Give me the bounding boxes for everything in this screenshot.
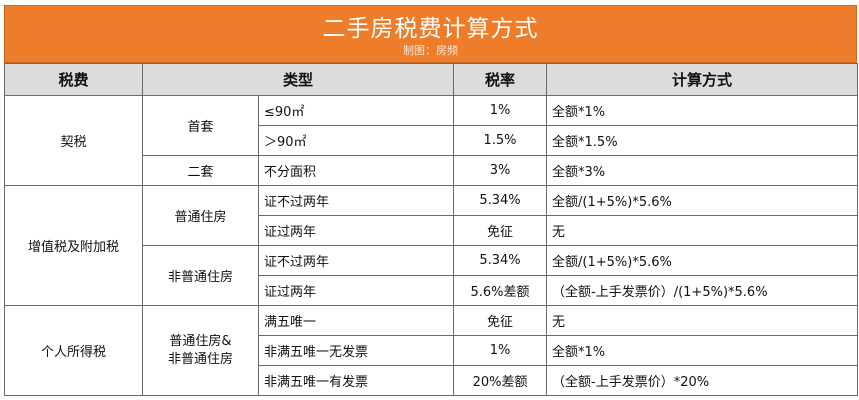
type-cell: 非普通住房 bbox=[142, 245, 259, 306]
header-tax: 税费 bbox=[4, 63, 143, 96]
type-line-1: 普通住房& bbox=[169, 333, 232, 349]
rate-cell: 20%差额 bbox=[453, 365, 548, 396]
rate-cell: 1% bbox=[453, 335, 548, 366]
header-formula: 计算方式 bbox=[546, 63, 859, 96]
formula-cell: （全额-上手发票价）*20% bbox=[546, 365, 859, 396]
formula-cell: （全额-上手发票价）/(1+5%)*5.6% bbox=[546, 275, 859, 306]
formula-cell: 全额*1.5% bbox=[546, 125, 859, 156]
rate-cell: 免征 bbox=[453, 305, 548, 336]
table-row: 非普通住房 证不过两年 5.34% 全额/(1+5%)*5.6% bbox=[5, 245, 859, 306]
type-cell: 普通住房& 非普通住房 bbox=[142, 305, 259, 396]
rate-cell: 5.34% bbox=[453, 245, 548, 276]
condition-cell: 证过两年 bbox=[257, 275, 455, 306]
type-cell: 二套 bbox=[142, 155, 259, 186]
header-rate: 税率 bbox=[453, 63, 548, 96]
page-title: 二手房税费计算方式 bbox=[322, 16, 539, 42]
formula-cell: 全额*3% bbox=[546, 155, 859, 186]
formula-cell: 全额/(1+5%)*5.6% bbox=[546, 185, 859, 216]
tax-table: 税费 类型 税率 计算方式 契税 首套 ≤90㎡ 1% 全额*1% ＞90㎡ 1… bbox=[4, 63, 859, 396]
type-cell: 普通住房 bbox=[142, 185, 259, 246]
tax-name: 契税 bbox=[4, 95, 143, 186]
condition-cell: 证不过两年 bbox=[257, 245, 455, 276]
type-cell: 首套 bbox=[142, 95, 259, 156]
table-row: 非满五唯一有发票 20%差额 （全额-上手发票价）*20% bbox=[5, 365, 859, 396]
header-type: 类型 bbox=[141, 63, 455, 96]
condition-cell: 满五唯一 bbox=[257, 305, 455, 336]
condition-cell: ≤90㎡ bbox=[257, 95, 455, 126]
table-row: 二套 不分面积 3% 全额*3% bbox=[5, 155, 859, 186]
rate-cell: 1% bbox=[453, 95, 548, 126]
table-row: 个人所得税 普通住房& 非普通住房 满五唯一 免征 无 bbox=[4, 305, 859, 396]
condition-cell: 证过两年 bbox=[257, 215, 455, 246]
rate-cell: 5.34% bbox=[453, 185, 548, 216]
table-header-row: 税费 类型 税率 计算方式 bbox=[4, 63, 859, 96]
tax-name: 增值税及附加税 bbox=[4, 185, 143, 306]
table-row: 证过两年 5.6%差额 （全额-上手发票价）/(1+5%)*5.6% bbox=[5, 275, 859, 306]
rate-cell: 免征 bbox=[453, 215, 548, 246]
formula-cell: 全额/(1+5%)*5.6% bbox=[546, 245, 859, 276]
formula-cell: 全额*1% bbox=[546, 335, 859, 366]
rate-cell: 3% bbox=[453, 155, 548, 186]
tax-name: 个人所得税 bbox=[4, 305, 143, 396]
formula-cell: 无 bbox=[546, 215, 859, 246]
condition-cell: 非满五唯一有发票 bbox=[257, 365, 455, 396]
table-row: 证过两年 免征 无 bbox=[5, 215, 859, 246]
rate-cell: 5.6%差额 bbox=[453, 275, 548, 306]
type-line-2: 非普通住房 bbox=[167, 351, 233, 367]
formula-cell: 无 bbox=[546, 305, 859, 336]
title-banner: 二手房税费计算方式 制图：房频 bbox=[4, 5, 857, 63]
table-row: 增值税及附加税 普通住房 证不过两年 5.34% 全额/(1+5%)*5.6% bbox=[4, 185, 859, 306]
condition-cell: 不分面积 bbox=[257, 155, 455, 186]
rate-cell: 1.5% bbox=[453, 125, 548, 156]
table-row: 非满五唯一无发票 1% 全额*1% bbox=[5, 335, 859, 366]
page-subtitle: 制图：房频 bbox=[403, 44, 458, 57]
condition-cell: 非满五唯一无发票 bbox=[257, 335, 455, 366]
formula-cell: 全额*1% bbox=[546, 95, 859, 126]
condition-cell: 证不过两年 bbox=[257, 185, 455, 216]
condition-cell: ＞90㎡ bbox=[257, 125, 455, 156]
table-row: 契税 首套 ≤90㎡ 1% 全额*1% bbox=[4, 95, 859, 186]
